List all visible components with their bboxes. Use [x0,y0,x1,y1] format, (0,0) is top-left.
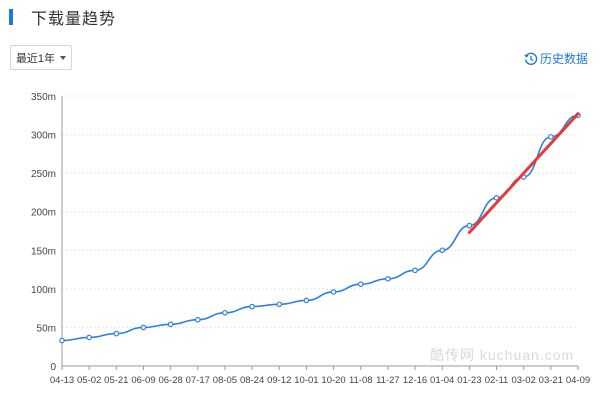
data-point [222,309,228,316]
data-point [385,276,391,282]
history-data-label: 历史数据 [539,52,588,66]
data-point [303,297,310,304]
y-tick-label: 100m [31,285,56,296]
x-tick-label: 01-04 [430,375,454,386]
x-tick-label: 01-23 [457,375,481,386]
download-trend-chart: 0 50m 100m 150m 200m 250m 300m 350m 04-13 05-02 05… [0,80,600,401]
x-tick-label: 07-17 [186,375,210,386]
data-point [412,267,418,274]
series-line [61,114,579,342]
data-point [330,289,337,295]
data-point [276,301,283,308]
data-point [493,195,500,201]
x-tick-label: 04-13 [50,375,74,386]
data-point [140,324,147,331]
y-tick-label: 350m [31,92,56,103]
title-marker [9,9,13,25]
history-clock-icon [524,52,538,65]
x-tick-label: 02-11 [485,375,509,386]
data-point [439,247,446,254]
data-point [167,321,174,328]
time-range-label: 最近1年 [15,52,56,65]
y-tick-label: 250m [31,169,56,180]
time-range-dropdown[interactable]: 最近1年 [10,45,72,70]
data-point [86,334,92,341]
y-tick-label: 0 [50,362,56,373]
x-tick-label: 12-16 [403,375,427,386]
history-data-link[interactable]: 历史数据 [524,50,588,67]
x-tick-label: 08-05 [213,375,237,386]
x-tick-label: 03-21 [539,375,563,386]
section-header: 下载量趋势 [9,7,117,28]
x-tick-label: 05-02 [77,375,101,386]
x-tick-label: 06-28 [158,375,182,386]
data-point [466,222,473,229]
page-title: 下载量趋势 [31,11,117,28]
x-tick-label: 08-24 [240,375,264,386]
x-tick-label: 04-09 [566,375,590,386]
data-point [249,303,255,310]
x-tick-label: 06-09 [131,375,155,386]
x-tick-label: 05-21 [104,375,128,386]
y-tick-label: 300m [31,131,56,142]
data-point [548,134,554,140]
x-tick-label: 10-20 [321,375,345,386]
trend-line [467,112,580,235]
x-tick-label: 11-08 [349,375,373,386]
x-tick-label: 11-27 [376,375,400,386]
y-tick-label: 50m [37,323,56,334]
x-tick-label: 10-01 [294,375,318,386]
data-point [113,330,120,337]
y-tick-label: 150m [31,246,56,257]
chart-svg: 0 50m 100m 150m 200m 250m 300m 350m 04-13 05-02 05… [31,92,590,386]
x-tick-label: 03-02 [512,375,536,386]
x-tick-label: 09-12 [267,375,291,386]
data-point [357,281,364,288]
caret-down-icon [60,55,67,60]
data-point [59,337,65,344]
watermark-text: 酷传网 kuchuan.com [430,347,575,363]
y-tick-label: 200m [31,208,56,219]
data-point [194,316,201,323]
